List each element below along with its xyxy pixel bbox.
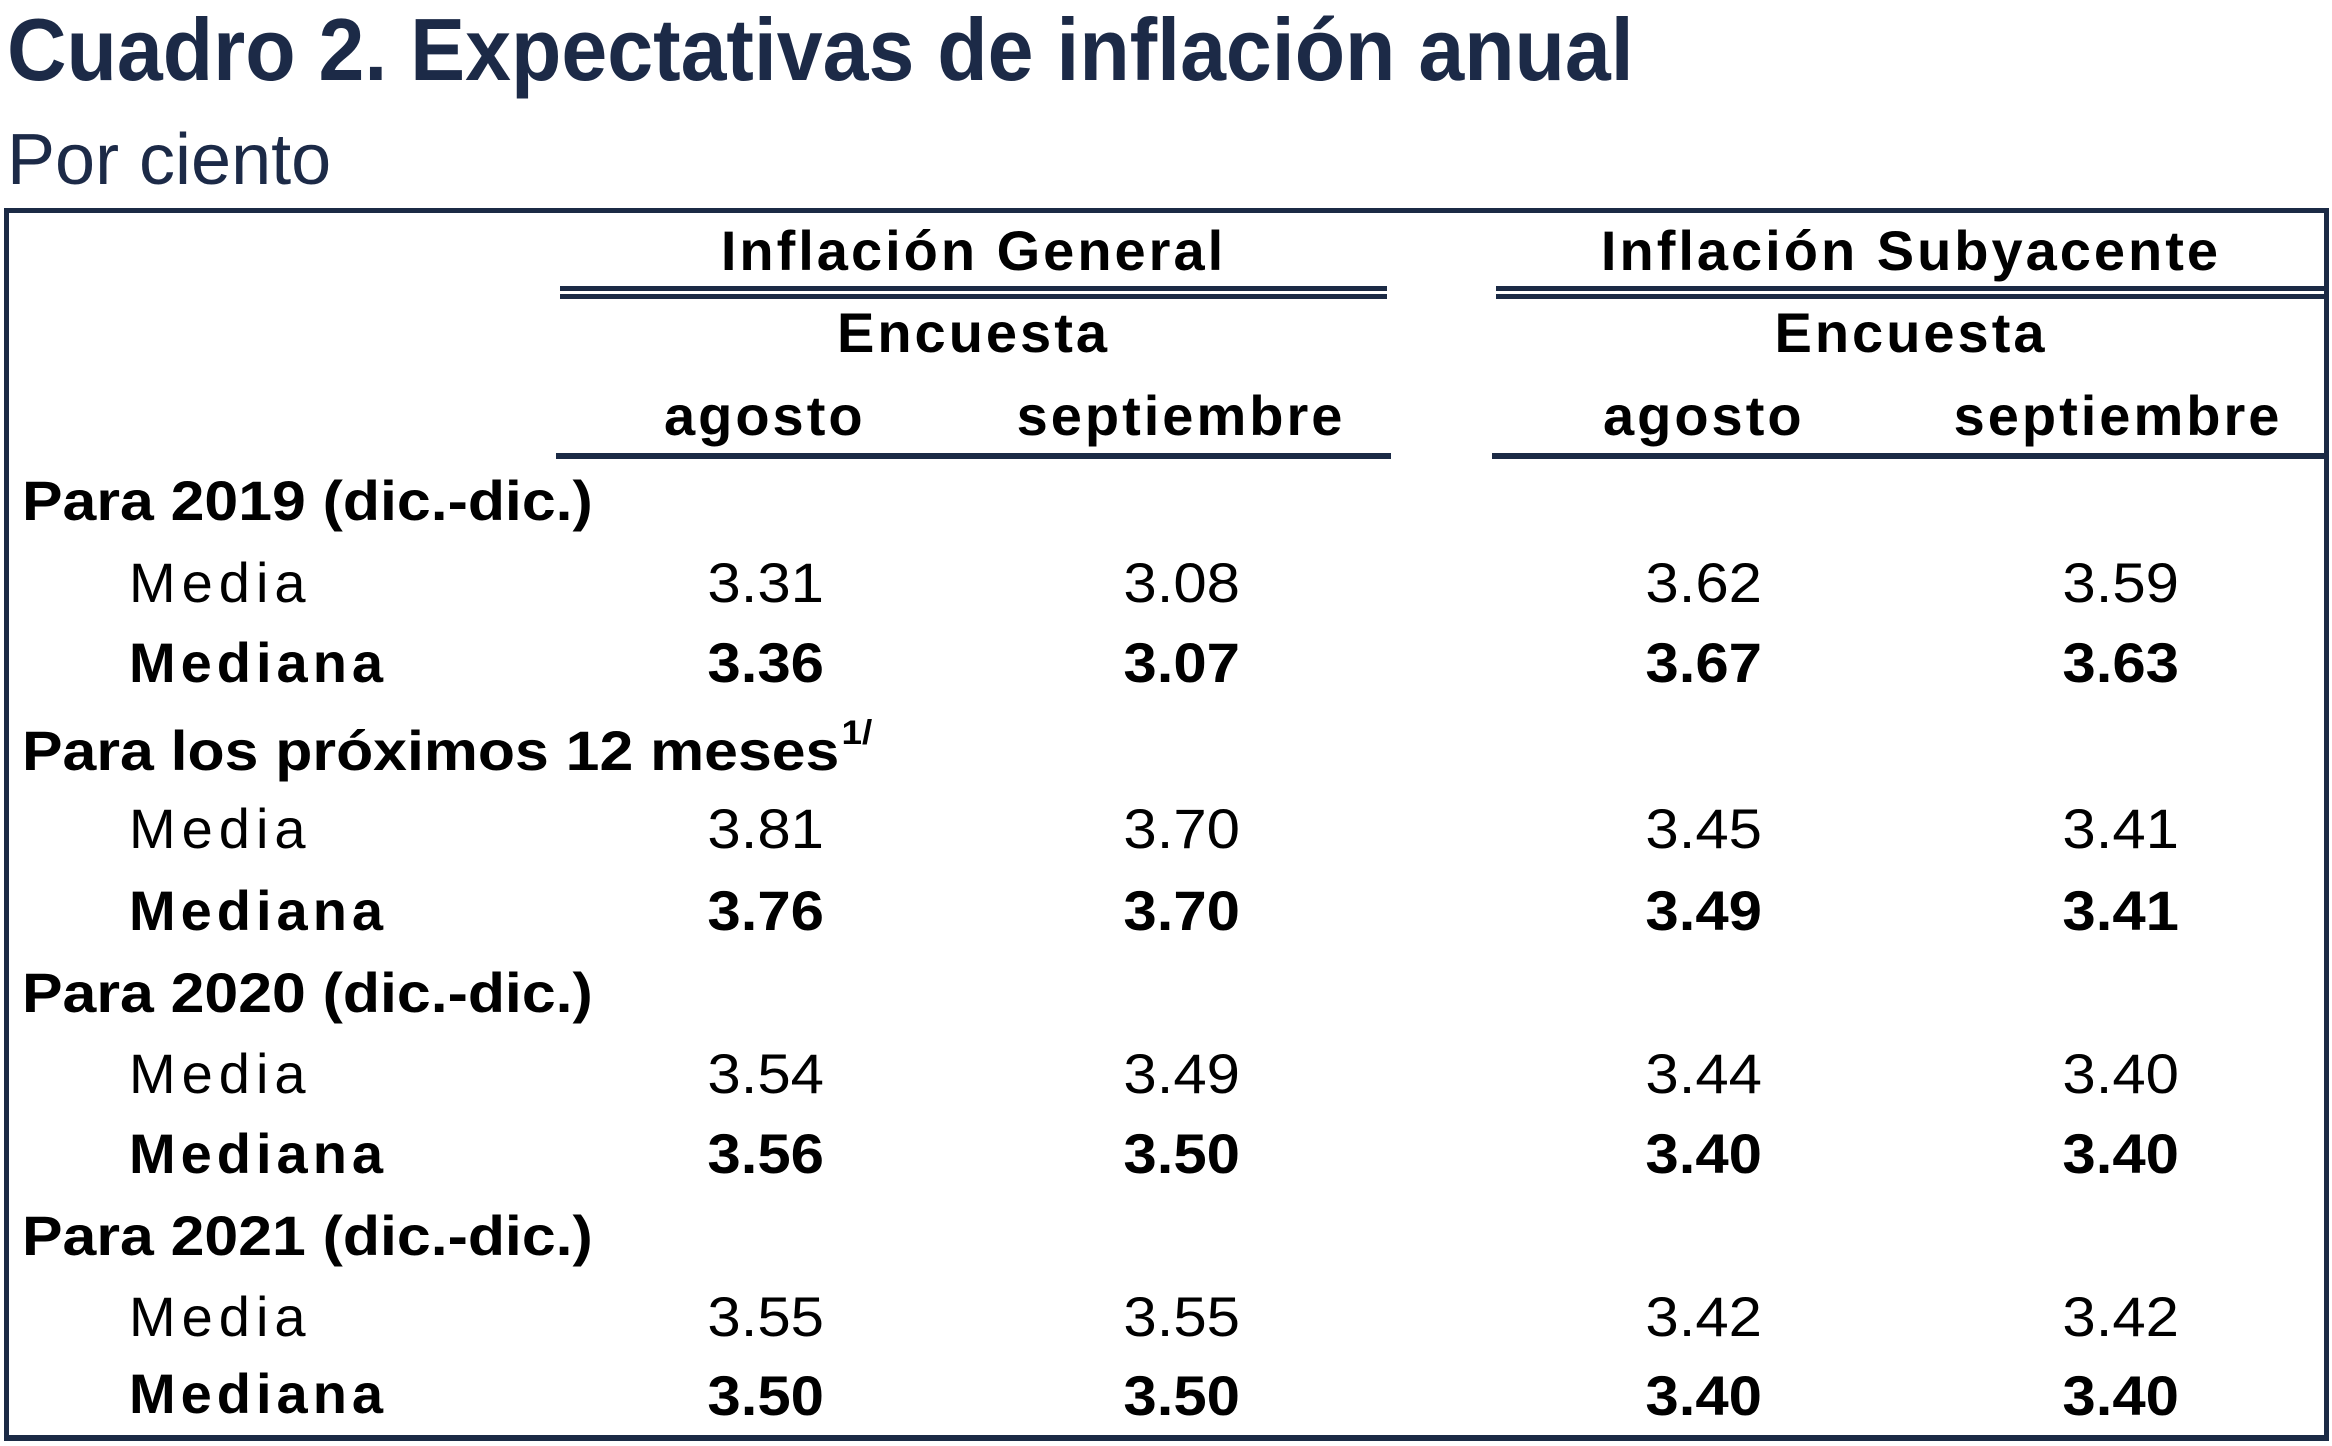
value-cell: 3.50 (1123, 1122, 1240, 1185)
value-cell: 3.54 (707, 1042, 824, 1105)
group-header-subyacente: Inflación Subyacente (1600, 219, 2222, 282)
value-cell: 3.55 (707, 1285, 824, 1348)
value-cell: 3.49 (1645, 879, 1762, 942)
section-label-2021: Para 2021 (dic.-dic.) (22, 1204, 593, 1267)
value-cell: 3.40 (2062, 1042, 2179, 1105)
column-header-general-agosto: agosto (664, 384, 866, 447)
double-rule-subyacente-bottom (1496, 294, 2326, 299)
row-label-mediana: Mediana (129, 1362, 389, 1425)
value-cell: 3.49 (1123, 1042, 1240, 1105)
section-label-12-meses: Para los próximos 12 meses1/ (22, 714, 873, 782)
value-cell: 3.50 (707, 1364, 824, 1427)
value-cell: 3.07 (1123, 631, 1240, 694)
row-label-media: Media (129, 797, 312, 860)
row-label-mediana: Mediana (129, 631, 389, 694)
value-cell: 3.62 (1645, 551, 1762, 614)
value-cell: 3.42 (1645, 1285, 1762, 1348)
value-cell: 3.55 (1123, 1285, 1240, 1348)
value-cell: 3.42 (2062, 1285, 2179, 1348)
page-title: Cuadro 2. Expectativas de inflación anua… (7, 0, 1634, 99)
row-label-mediana: Mediana (129, 1122, 389, 1185)
value-cell: 3.41 (2062, 797, 2179, 860)
value-cell: 3.40 (1645, 1122, 1762, 1185)
group-header-general: Inflación General (720, 219, 1227, 282)
subheader-encuesta-general: Encuesta (837, 301, 1110, 364)
row-label-media: Media (129, 551, 312, 614)
column-header-subyacente-agosto: agosto (1603, 384, 1805, 447)
value-cell: 3.36 (707, 631, 824, 694)
table-frame (4, 208, 2329, 1441)
section-label-2020: Para 2020 (dic.-dic.) (22, 961, 593, 1024)
footnote-marker: 1/ (841, 714, 873, 752)
value-cell: 3.67 (1645, 631, 1762, 694)
row-label-media: Media (129, 1285, 312, 1348)
header-underline-general (556, 453, 1391, 459)
value-cell: 3.70 (1123, 879, 1240, 942)
value-cell: 3.41 (2062, 879, 2179, 942)
value-cell: 3.40 (2062, 1364, 2179, 1427)
subheader-encuesta-subyacente: Encuesta (1774, 301, 2048, 364)
value-cell: 3.59 (2062, 551, 2179, 614)
value-cell: 3.40 (1645, 1364, 1762, 1427)
column-header-general-septiembre: septiembre (1016, 384, 1346, 447)
value-cell: 3.56 (707, 1122, 824, 1185)
value-cell: 3.63 (2062, 631, 2179, 694)
value-cell: 3.40 (2062, 1122, 2179, 1185)
double-rule-subyacente-top (1496, 286, 2326, 291)
value-cell: 3.76 (707, 879, 824, 942)
section-label-2019: Para 2019 (dic.-dic.) (22, 469, 593, 532)
value-cell: 3.44 (1645, 1042, 1762, 1105)
double-rule-general-top (560, 286, 1387, 291)
column-header-subyacente-septiembre: septiembre (1953, 384, 2283, 447)
row-label-mediana: Mediana (129, 879, 389, 942)
header-underline-subyacente (1492, 453, 2326, 459)
double-rule-general-bottom (560, 294, 1387, 299)
value-cell: 3.70 (1123, 797, 1240, 860)
value-cell: 3.81 (707, 797, 824, 860)
value-cell: 3.45 (1645, 797, 1762, 860)
row-label-media: Media (129, 1042, 312, 1105)
value-cell: 3.08 (1123, 551, 1240, 614)
value-cell: 3.31 (707, 551, 824, 614)
page-subtitle: Por ciento (7, 120, 332, 200)
value-cell: 3.50 (1123, 1364, 1240, 1427)
